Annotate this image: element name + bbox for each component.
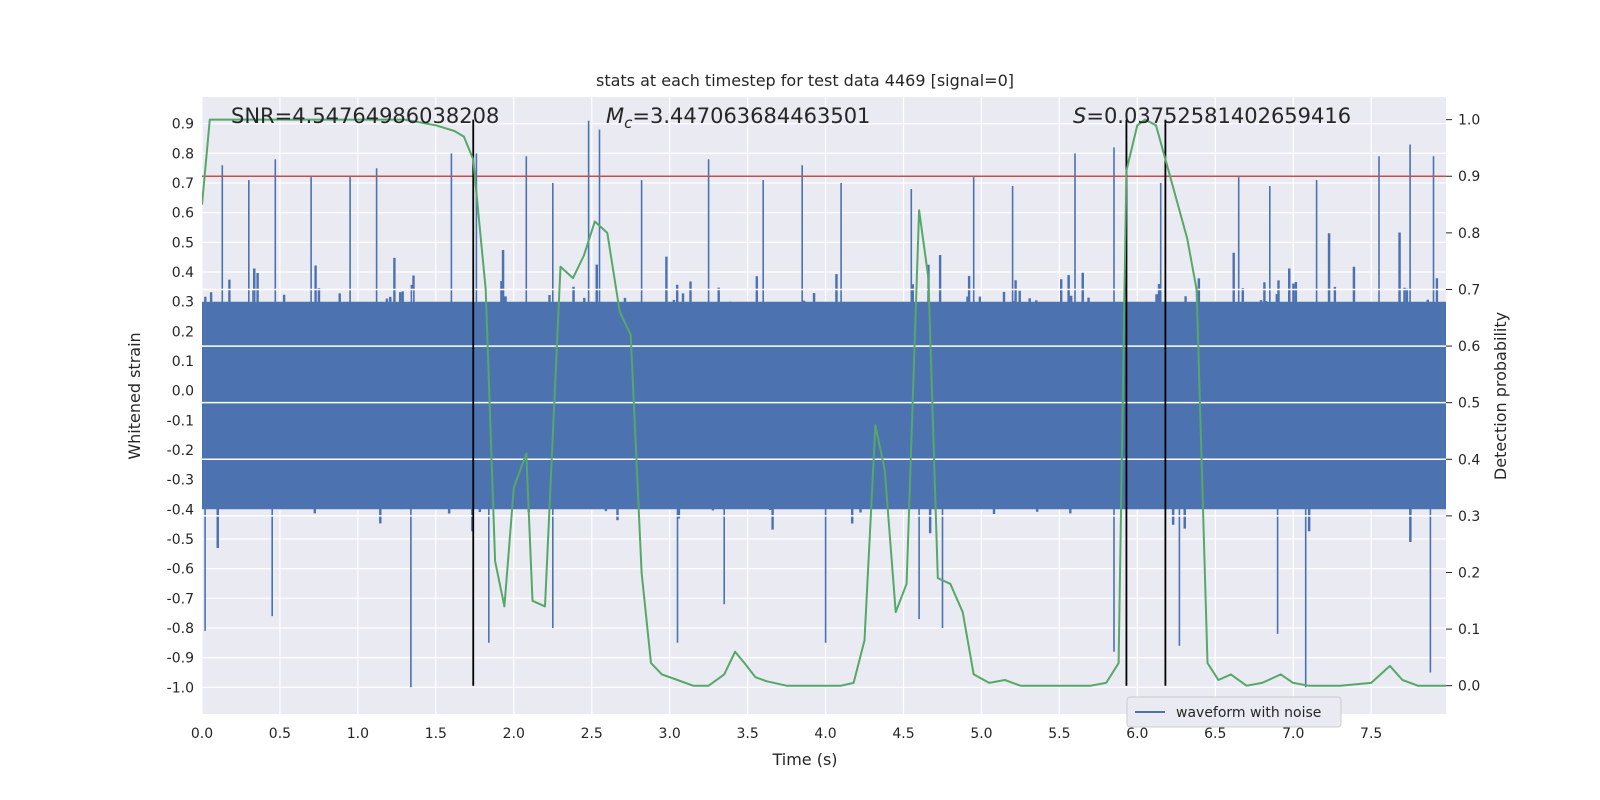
chirp-mass-subscript: c xyxy=(624,114,633,132)
y-right-tick-label: 0.8 xyxy=(1458,226,1480,242)
y-right-tick-label: 0.5 xyxy=(1458,396,1480,412)
y-right-tick-label: 1.0 xyxy=(1458,113,1480,129)
x-tick-label: 7.0 xyxy=(1282,726,1304,742)
waveform-core xyxy=(202,301,1446,510)
y-left-tick-label: -0.5 xyxy=(167,532,194,548)
x-tick-label: 1.5 xyxy=(425,726,447,742)
y-left-tick-label: -0.3 xyxy=(167,473,194,489)
y-left-tick-label: 0.7 xyxy=(172,176,194,192)
x-tick-label: 7.5 xyxy=(1360,726,1382,742)
x-tick-label: 5.0 xyxy=(970,726,992,742)
y-left-tick-label: -1.0 xyxy=(167,680,194,696)
y-right-axis-ticks: 1.0 0.9 0.8 0.7 0.6 0.5 0.4 0.3 0.2 0.1 0.0 xyxy=(1446,113,1480,695)
y-left-tick-label: 0.8 xyxy=(172,146,194,162)
x-tick-label: 4.5 xyxy=(892,726,914,742)
x-tick-label: 4.0 xyxy=(814,726,836,742)
chirp-mass-value: =3.447063684463501 xyxy=(632,104,870,128)
chirp-mass-symbol: M xyxy=(606,104,624,128)
y-left-tick-label: -0.6 xyxy=(167,562,194,578)
y-right-tick-label: 0.6 xyxy=(1458,339,1480,355)
y-left-tick-label: -0.7 xyxy=(167,591,194,607)
y-left-tick-label: 0.0 xyxy=(172,384,194,400)
y-right-tick-label: 0.3 xyxy=(1458,509,1480,525)
x-tick-label: 0.0 xyxy=(191,726,213,742)
y-left-tick-label: 0.3 xyxy=(172,295,194,311)
snr-annotation: SNR=4.54764986038208 xyxy=(231,104,499,128)
x-tick-label: 2.0 xyxy=(503,726,525,742)
y-left-tick-label: 0.6 xyxy=(172,206,194,222)
x-axis-ticks: 0.0 0.5 1.0 1.5 2.0 2.5 3.0 3.5 4.0 4.5 5.0 5.5 6.0 6… xyxy=(191,726,1382,742)
x-tick-label: 6.0 xyxy=(1126,726,1148,742)
y-left-tick-label: 0.9 xyxy=(172,117,194,133)
y-right-tick-label: 0.2 xyxy=(1458,565,1480,581)
y-left-tick-label: -0.8 xyxy=(167,621,194,637)
y-left-axis-ticks: 0.9 0.8 0.7 0.6 0.5 0.4 0.3 0.2 0.1 0.0 -0.1 -0.2 -0… xyxy=(167,117,194,697)
legend-box xyxy=(1126,696,1342,728)
y-right-tick-label: 0.4 xyxy=(1458,452,1480,468)
chirp-mass-annotation: Mc=3.447063684463501 xyxy=(606,104,870,132)
x-tick-label: 1.0 xyxy=(347,726,369,742)
plot-content xyxy=(202,118,1446,688)
y-right-axis-label: Detection probability xyxy=(1491,312,1510,480)
y-right-tick-label: 0.0 xyxy=(1458,679,1480,695)
y-left-tick-label: 0.4 xyxy=(172,265,194,281)
waveform-series xyxy=(202,120,1446,688)
x-tick-label: 5.5 xyxy=(1048,726,1070,742)
legend-label-waveform: waveform with noise xyxy=(1176,705,1321,721)
s-annotation: S=0.03752581402659416 xyxy=(1073,104,1351,128)
y-right-tick-label: 0.1 xyxy=(1458,622,1480,638)
x-tick-label: 2.5 xyxy=(581,726,603,742)
legend: waveform with noise xyxy=(1126,696,1342,728)
white-band-lines xyxy=(202,288,1446,517)
y-left-tick-label: 0.1 xyxy=(172,354,194,370)
y-left-tick-label: -0.9 xyxy=(167,651,194,667)
y-left-axis-label: Whitened strain xyxy=(125,332,144,459)
s-symbol: S xyxy=(1073,104,1086,128)
y-left-tick-label: -0.2 xyxy=(167,443,194,459)
x-tick-label: 3.0 xyxy=(659,726,681,742)
y-right-tick-label: 0.7 xyxy=(1458,282,1480,298)
chart-title: stats at each timestep for test data 446… xyxy=(596,71,1014,90)
y-left-tick-label: 0.2 xyxy=(172,324,194,340)
s-value: =0.03752581402659416 xyxy=(1086,104,1351,128)
x-tick-label: 3.5 xyxy=(736,726,758,742)
x-tick-label: 0.5 xyxy=(269,726,291,742)
x-tick-label: 6.5 xyxy=(1204,726,1226,742)
y-right-tick-label: 0.9 xyxy=(1458,169,1480,185)
y-left-tick-label: 0.5 xyxy=(172,235,194,251)
x-axis-label: Time (s) xyxy=(771,750,837,769)
y-left-tick-label: -0.1 xyxy=(167,413,194,429)
y-left-tick-label: -0.4 xyxy=(167,502,194,518)
probability-series-line xyxy=(202,118,1446,687)
